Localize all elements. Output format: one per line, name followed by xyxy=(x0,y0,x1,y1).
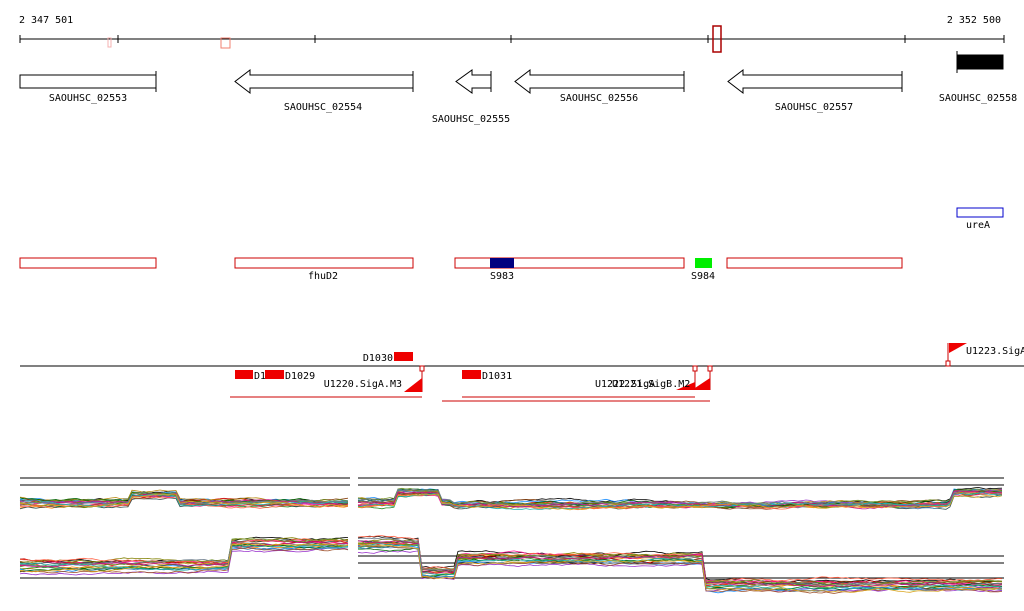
expression-trace xyxy=(19,547,349,574)
feature-d1029[interactable]: D1029 xyxy=(265,370,315,382)
expression-panel-upper xyxy=(19,477,1004,511)
expression-trace xyxy=(357,487,1003,506)
expression-trace xyxy=(19,538,349,564)
segment-s984[interactable]: S984 xyxy=(691,258,715,282)
segment-box[interactable] xyxy=(726,257,903,269)
gene-label: SAOUHSC_02556 xyxy=(560,93,638,104)
segment-label: fhuD2 xyxy=(308,271,338,282)
feature-label: D1 xyxy=(254,371,266,382)
expression-trace xyxy=(19,493,349,508)
feature-label: U1222.SigA xyxy=(595,379,655,390)
gene-name-label: ureA xyxy=(966,220,990,231)
feature-label: D1029 xyxy=(285,371,315,382)
expression-trace xyxy=(357,542,1003,590)
expression-trace xyxy=(357,535,1003,583)
gene-saouhsc-02555[interactable]: SAOUHSC_02555 xyxy=(432,69,510,125)
feature-track: D1030 D1 D1029 D1031 U1220.SigA.M3 xyxy=(20,343,1024,402)
gene-urea[interactable]: ureA xyxy=(956,207,1004,231)
expression-trace xyxy=(357,490,1003,510)
feature-d1031[interactable]: D1031 xyxy=(462,370,512,382)
feature-d1[interactable]: D1 xyxy=(235,370,266,382)
expression-trace xyxy=(357,540,1002,586)
expression-trace xyxy=(357,545,1003,594)
feature-label: D1030 xyxy=(363,353,393,364)
gene-label: SAOUHSC_02555 xyxy=(432,114,510,125)
feature-label: U1223.SigA xyxy=(966,346,1024,357)
gene-saouhsc-02558[interactable]: SAOUHSC_02558 xyxy=(939,51,1017,104)
promoter-u1220[interactable]: U1220.SigA.M3 xyxy=(230,365,425,398)
segment-box[interactable] xyxy=(454,257,685,269)
ruler-end-label: 2 352 500 xyxy=(947,15,1001,26)
gene-saouhsc-02556[interactable]: SAOUHSC_02556 xyxy=(514,68,685,104)
gene-saouhsc-02557[interactable]: SAOUHSC_02557 xyxy=(727,68,903,113)
expression-panel-lower xyxy=(19,535,1004,594)
segment-label: S984 xyxy=(691,271,715,282)
expression-profiles-upper xyxy=(19,486,1003,511)
ruler-marker[interactable] xyxy=(107,37,112,48)
gene-name-track: ureA xyxy=(956,207,1004,231)
promoter-u1221-u1222[interactable]: U1222.SigA U1221.SigB.M2 xyxy=(442,365,713,402)
expression-trace xyxy=(19,537,349,564)
expression-trace xyxy=(357,491,1002,510)
promoter-u1223[interactable]: U1223.SigA xyxy=(945,343,1024,367)
gene-saouhsc-02553[interactable]: SAOUHSC_02553 xyxy=(19,71,157,104)
feature-label: U1220.SigA.M3 xyxy=(324,379,402,390)
segment-s983[interactable]: S983 xyxy=(490,258,514,282)
expression-trace xyxy=(357,543,1003,591)
expression-trace xyxy=(357,535,1003,583)
expression-trace xyxy=(19,497,349,510)
gene-label: SAOUHSC_02554 xyxy=(284,102,362,113)
expression-trace xyxy=(19,542,349,573)
gene-saouhsc-02554[interactable]: SAOUHSC_02554 xyxy=(234,68,414,113)
coordinate-ruler: 2 347 501 2 352 500 xyxy=(19,15,1005,53)
expression-trace xyxy=(19,540,349,568)
segment-box[interactable] xyxy=(19,257,157,269)
expression-trace xyxy=(357,488,1003,508)
segment-track: fhuD2 S983 S984 xyxy=(19,257,903,282)
expression-trace xyxy=(358,537,1003,587)
expression-trace xyxy=(19,493,349,508)
feature-label: U1221.SigB.M2 xyxy=(612,379,690,390)
expression-trace xyxy=(19,493,348,506)
ruler-marker[interactable] xyxy=(220,37,231,49)
ruler-viewport-marker[interactable] xyxy=(712,25,722,53)
expression-trace xyxy=(19,544,349,571)
ruler-start-label: 2 347 501 xyxy=(19,15,73,26)
gene-track: SAOUHSC_02553 SAOUHSC_02554 SAOUHSC_0255… xyxy=(19,51,1017,125)
expression-profiles-lower xyxy=(19,535,1003,594)
expression-trace xyxy=(357,493,1003,511)
gene-label: SAOUHSC_02558 xyxy=(939,93,1017,104)
expression-trace xyxy=(357,540,1003,589)
feature-d1030[interactable]: D1030 xyxy=(363,352,413,364)
segment-label: S983 xyxy=(490,271,514,282)
feature-label: D1031 xyxy=(482,371,512,382)
expression-trace xyxy=(357,544,1003,593)
gene-label: SAOUHSC_02553 xyxy=(49,93,127,104)
gene-label: SAOUHSC_02557 xyxy=(775,102,853,113)
segment-fhud2[interactable]: fhuD2 xyxy=(234,257,414,282)
